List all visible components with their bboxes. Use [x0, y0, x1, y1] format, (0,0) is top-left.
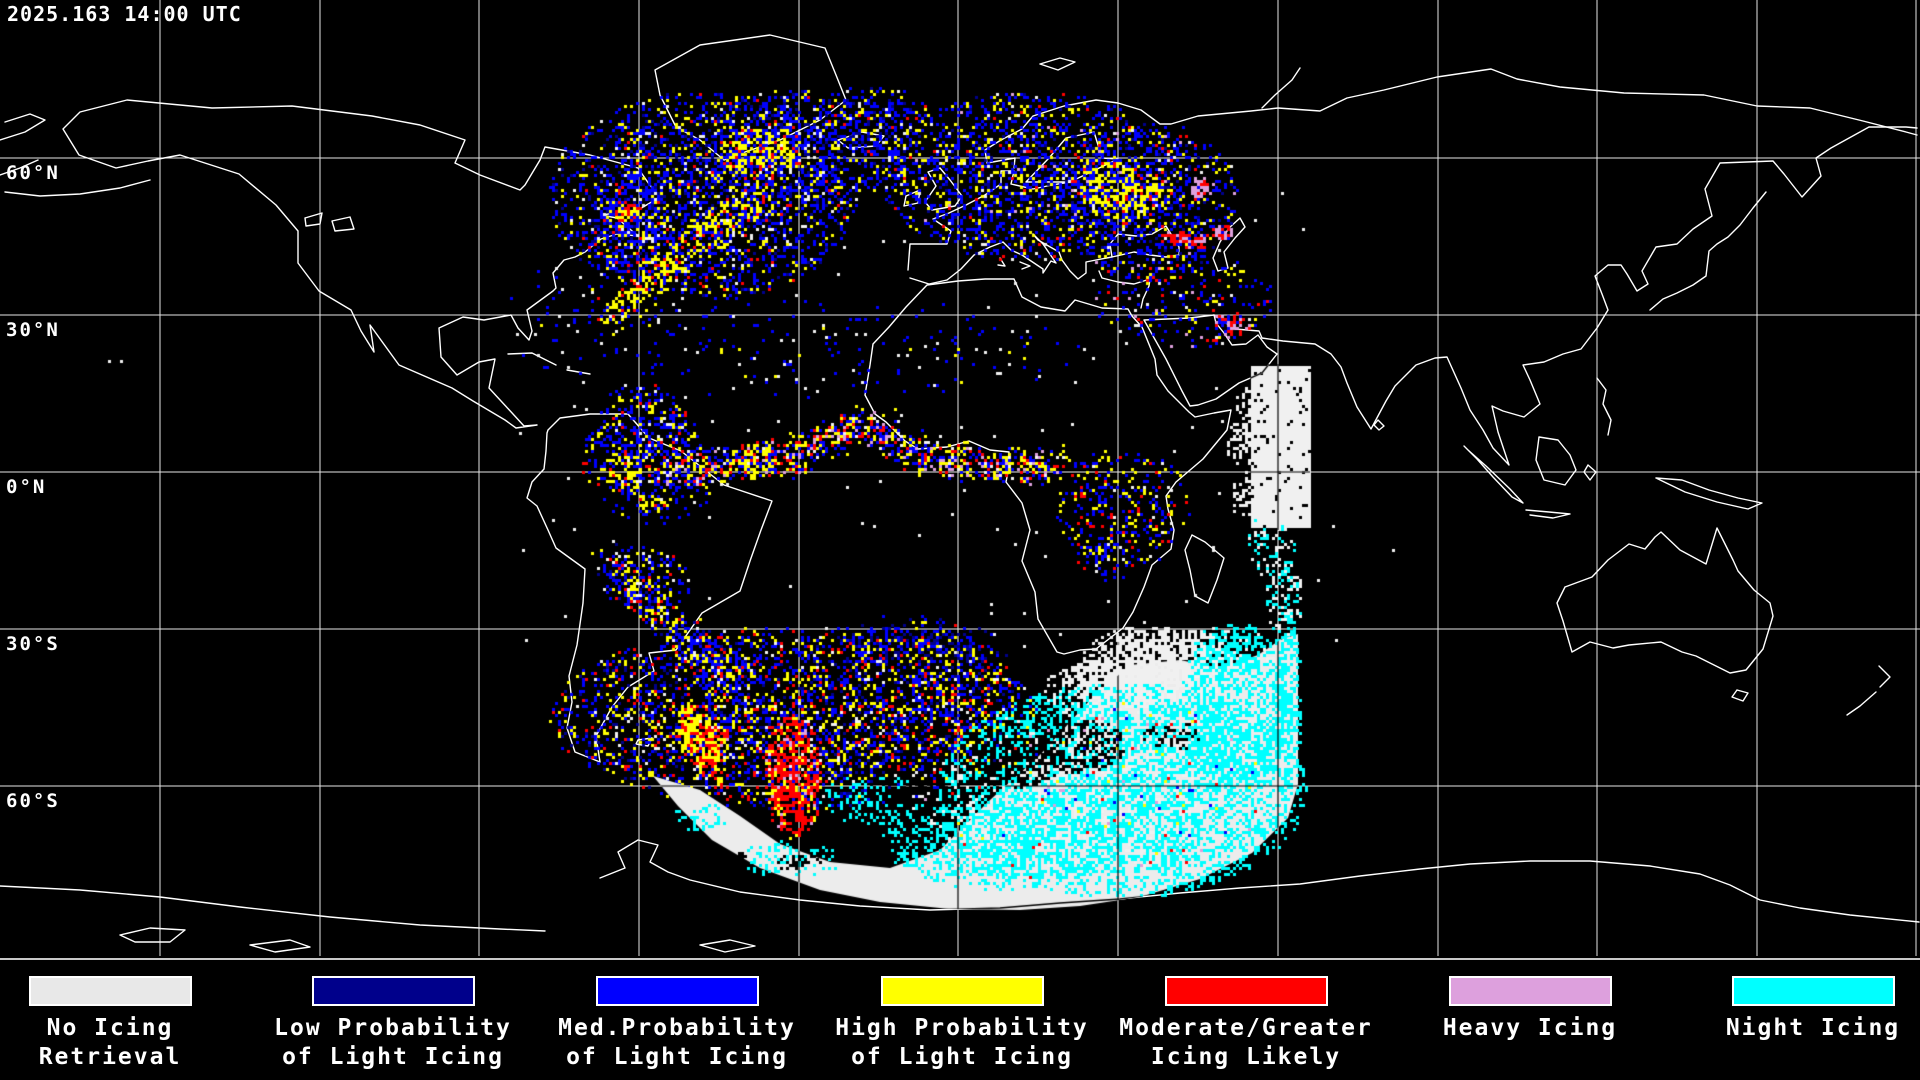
- legend-swatch-night-icing: [1731, 976, 1895, 1006]
- lat-label-30n: 30°N: [6, 319, 60, 341]
- legend-label: of Light Icing: [566, 1044, 788, 1070]
- legend-label: Med.Probability: [558, 1015, 796, 1041]
- legend-item-low-probability: Low Probability of Light Icing: [248, 960, 538, 1072]
- lat-label-60s: 60°S: [6, 790, 60, 812]
- legend-item-moderate-greater: Moderate/Greater Icing Likely: [1101, 960, 1391, 1072]
- legend-item-night-icing: Night Icing: [1668, 960, 1920, 1043]
- world-map: 2025.163 14:00 UTC 60°N 30°N 0°N 30°S 60…: [0, 0, 1920, 958]
- legend-item-med-probability: Med.Probability of Light Icing: [532, 960, 822, 1072]
- lat-label-60n: 60°N: [6, 162, 60, 184]
- lat-label-30s: 30°S: [6, 633, 60, 655]
- legend-label: Icing Likely: [1150, 1044, 1342, 1070]
- legend-label: of Light Icing: [851, 1044, 1073, 1070]
- legend-item-heavy-icing: Heavy Icing: [1385, 960, 1675, 1043]
- legend-label: Night Icing: [1725, 1015, 1901, 1041]
- legend-item-high-probability: High Probability of Light Icing: [817, 960, 1107, 1072]
- legend-swatch-heavy-icing: [1448, 976, 1612, 1006]
- legend-label: No Icing: [46, 1015, 174, 1041]
- legend-swatch-no-icing-retrieval: [28, 976, 192, 1006]
- legend-label: Low Probability: [274, 1015, 512, 1041]
- legend-label: High Probability: [835, 1015, 1089, 1041]
- legend-label: of Light Icing: [282, 1044, 504, 1070]
- legend-label: Retrieval: [38, 1044, 182, 1070]
- legend-swatch-low-probability: [311, 976, 475, 1006]
- timestamp: 2025.163 14:00 UTC: [7, 2, 242, 26]
- legend-label: Moderate/Greater: [1119, 1015, 1373, 1041]
- icing-data-overlay: [0, 0, 1920, 958]
- legend: No Icing Retrieval Low Probability of Ligh…: [0, 958, 1920, 1080]
- legend-swatch-moderate-greater: [1164, 976, 1328, 1006]
- legend-item-no-icing-retrieval: No Icing Retrieval: [0, 960, 255, 1072]
- legend-label: Heavy Icing: [1442, 1015, 1618, 1041]
- lat-label-0n: 0°N: [6, 476, 47, 498]
- legend-swatch-high-probability: [880, 976, 1044, 1006]
- legend-swatch-med-probability: [595, 976, 759, 1006]
